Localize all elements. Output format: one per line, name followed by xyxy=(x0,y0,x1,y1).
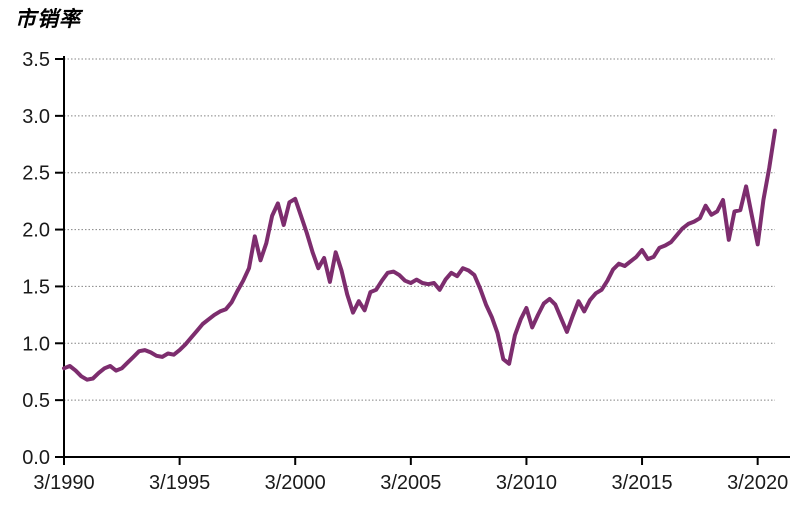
y-tick-label: 1.5 xyxy=(22,276,50,298)
series-line xyxy=(62,128,777,382)
y-tick-label: 2.0 xyxy=(22,220,50,242)
x-tick-label: 3/2005 xyxy=(380,472,441,494)
x-tick-label: 3/2000 xyxy=(265,472,326,494)
x-tick-label: 3/1995 xyxy=(149,472,210,494)
y-tick-label: 0.0 xyxy=(22,447,50,469)
x-tick-label: 3/2015 xyxy=(611,472,672,494)
y-tick-label: 2.5 xyxy=(22,163,50,185)
chart-title: 市销率 xyxy=(15,8,81,31)
y-tick-label: 3.5 xyxy=(22,49,50,71)
x-tick-label: 3/1990 xyxy=(33,472,94,494)
y-tick-label: 1.0 xyxy=(22,333,50,355)
y-tick-label: 0.5 xyxy=(22,390,50,412)
x-tick-label: 3/2020 xyxy=(727,472,788,494)
x-tick-label: 3/2010 xyxy=(496,472,557,494)
y-tick-label: 3.0 xyxy=(22,106,50,128)
